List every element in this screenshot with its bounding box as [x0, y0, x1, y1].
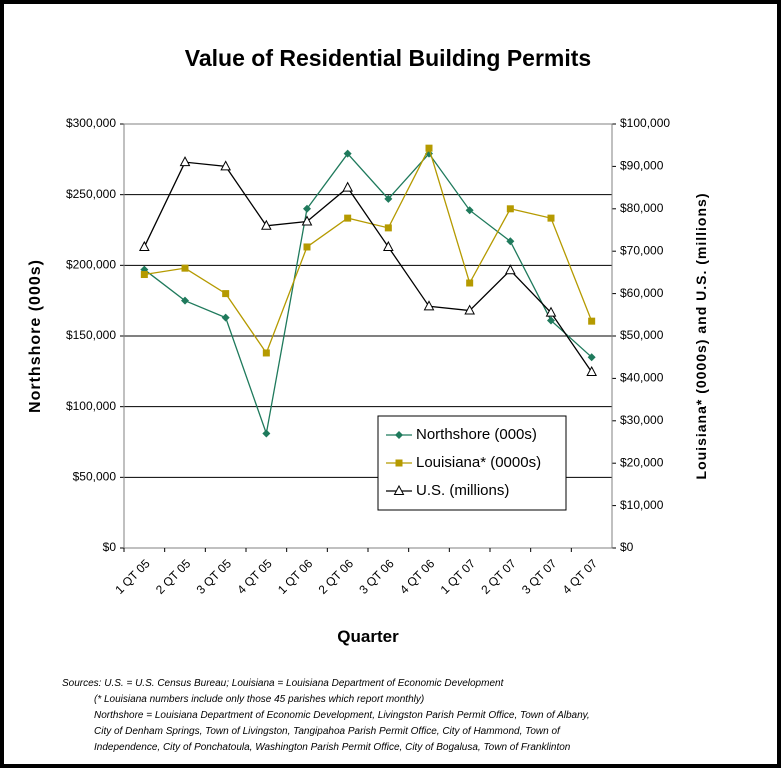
- marker: [140, 271, 148, 279]
- marker: [588, 317, 596, 325]
- marker: [466, 279, 474, 287]
- note: City of Denham Springs, Town of Livingst…: [94, 726, 561, 737]
- marker: [343, 149, 352, 158]
- legend-label: Louisiana* (0000s): [416, 454, 541, 471]
- note: Sources: U.S. = U.S. Census Bureau; Loui…: [62, 678, 505, 689]
- marker: [384, 224, 392, 232]
- marker: [383, 240, 394, 251]
- y2-tick-label: $70,000: [620, 243, 664, 257]
- marker: [301, 215, 313, 226]
- x-axis-title: Quarter: [337, 627, 399, 646]
- marker: [545, 306, 557, 317]
- chart-title: Value of Residential Building Permits: [185, 45, 591, 71]
- y-tick-label: $150,000: [66, 328, 116, 342]
- note: Northshore = Louisiana Department of Eco…: [94, 710, 590, 721]
- y2-tick-label: $100,000: [620, 116, 670, 130]
- y-tick-label: $300,000: [66, 116, 116, 130]
- y2-tick-label: $50,000: [620, 328, 664, 342]
- marker: [181, 264, 189, 272]
- y-tick-label: $50,000: [73, 470, 117, 484]
- marker: [344, 214, 352, 222]
- marker: [181, 296, 189, 305]
- y2-tick-label: $90,000: [620, 159, 664, 173]
- y2-tick-label: $0: [620, 540, 634, 554]
- marker: [393, 484, 405, 495]
- y-tick-label: $0: [103, 540, 117, 554]
- marker: [262, 349, 270, 357]
- legend-box: [377, 415, 567, 511]
- y2-tick-label: $20,000: [620, 455, 664, 469]
- y2-tick-label: $80,000: [620, 201, 664, 215]
- marker: [221, 313, 230, 322]
- marker: [587, 353, 596, 362]
- y2-tick-label: $60,000: [620, 286, 664, 300]
- series-line: [143, 161, 593, 373]
- series-line: [144, 146, 593, 355]
- marker: [262, 429, 271, 438]
- y-tick-label: $200,000: [66, 258, 116, 272]
- legend-label: Northshore (000s): [416, 426, 537, 443]
- marker: [342, 181, 353, 192]
- note: (* Louisiana numbers include only those …: [94, 694, 424, 705]
- marker: [464, 304, 475, 315]
- marker: [423, 300, 435, 311]
- marker: [465, 206, 474, 215]
- marker: [505, 264, 516, 275]
- note: Independence, City of Ponchatoula, Washi…: [94, 742, 571, 753]
- marker: [395, 459, 403, 467]
- marker: [179, 156, 191, 167]
- marker: [425, 144, 433, 152]
- marker: [547, 214, 555, 222]
- marker: [261, 219, 272, 230]
- marker: [139, 240, 150, 251]
- marker: [586, 365, 597, 377]
- series-line: [143, 152, 593, 437]
- marker: [384, 194, 393, 203]
- y-tick-label: $250,000: [66, 187, 116, 201]
- marker: [506, 205, 514, 213]
- y2-axis-title: Louisiana* (0000s) and U.S. (millions): [693, 193, 709, 480]
- marker: [395, 431, 403, 439]
- marker: [303, 243, 311, 251]
- y2-tick-label: $10,000: [620, 498, 664, 512]
- marker: [303, 204, 311, 213]
- legend-label: U.S. (millions): [416, 482, 509, 499]
- marker: [506, 237, 515, 246]
- marker: [220, 160, 231, 171]
- marker: [547, 316, 555, 325]
- marker: [222, 290, 230, 298]
- y-axis-title: Northshore (000s): [27, 259, 44, 413]
- y2-tick-label: $30,000: [620, 413, 664, 427]
- y-tick-label: $100,000: [66, 399, 116, 413]
- y2-tick-label: $40,000: [620, 371, 664, 385]
